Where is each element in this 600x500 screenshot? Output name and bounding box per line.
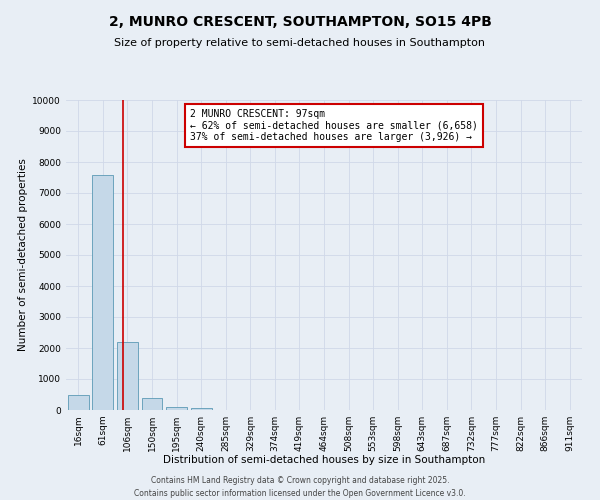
Y-axis label: Number of semi-detached properties: Number of semi-detached properties: [18, 158, 28, 352]
Text: Size of property relative to semi-detached houses in Southampton: Size of property relative to semi-detach…: [115, 38, 485, 48]
Text: 2 MUNRO CRESCENT: 97sqm
← 62% of semi-detached houses are smaller (6,658)
37% of: 2 MUNRO CRESCENT: 97sqm ← 62% of semi-de…: [190, 110, 478, 142]
Bar: [92, 175, 113, 410]
Text: 2, MUNRO CRESCENT, SOUTHAMPTON, SO15 4PB: 2, MUNRO CRESCENT, SOUTHAMPTON, SO15 4PB: [109, 15, 491, 29]
Bar: [191, 408, 212, 410]
Bar: [166, 406, 187, 410]
Bar: [117, 342, 138, 410]
Bar: [142, 398, 163, 410]
Text: Contains HM Land Registry data © Crown copyright and database right 2025.
Contai: Contains HM Land Registry data © Crown c…: [134, 476, 466, 498]
Bar: [68, 395, 89, 410]
X-axis label: Distribution of semi-detached houses by size in Southampton: Distribution of semi-detached houses by …: [163, 456, 485, 466]
